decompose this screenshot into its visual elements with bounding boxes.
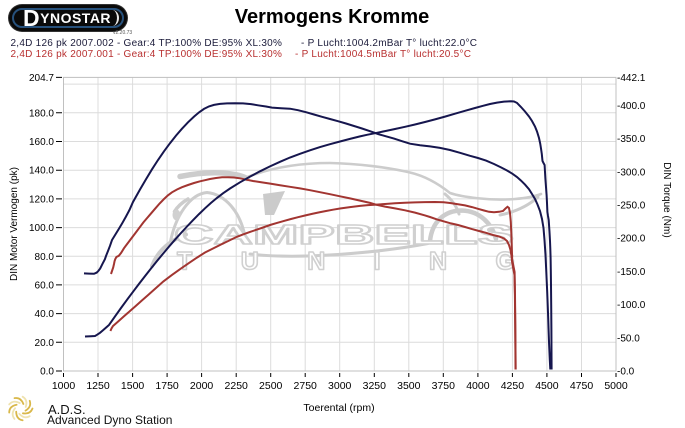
svg-text:4000: 4000 [466,380,490,392]
svg-text:-250.0: -250.0 [617,201,646,212]
svg-text:2750: 2750 [294,380,318,392]
svg-text:3250: 3250 [363,380,387,392]
svg-text:DIN Motor Vermogen (pk): DIN Motor Vermogen (pk) [9,167,20,281]
svg-text:0.0: 0.0 [40,367,54,378]
svg-text:2250: 2250 [225,380,249,392]
svg-text:DIN Torque (Nm): DIN Torque (Nm) [661,162,672,237]
svg-text:4500: 4500 [535,380,559,392]
svg-text:-100.0: -100.0 [617,300,646,311]
svg-text:-442.1: -442.1 [617,73,646,84]
svg-text:60.0: 60.0 [35,280,55,291]
svg-text:204.7: 204.7 [29,73,54,84]
svg-text:5000: 5000 [604,380,628,392]
svg-text:1000: 1000 [52,380,76,392]
svg-text:-0.0: -0.0 [617,367,635,378]
svg-text:Toerental (rpm): Toerental (rpm) [303,402,374,414]
svg-text:180.0: 180.0 [29,108,54,119]
svg-text:4250: 4250 [501,380,525,392]
svg-text:160.0: 160.0 [29,137,54,148]
svg-text:-400.0: -400.0 [617,101,646,112]
svg-text:40.0: 40.0 [35,309,55,320]
svg-text:2500: 2500 [259,380,283,392]
svg-text:-150.0: -150.0 [617,267,646,278]
svg-text:1250: 1250 [86,380,110,392]
svg-text:4750: 4750 [570,380,594,392]
svg-text:TUNING: TUNING [177,248,517,276]
svg-text:2000: 2000 [190,380,214,392]
svg-text:140.0: 140.0 [29,166,54,177]
svg-text:-300.0: -300.0 [617,167,646,178]
svg-text:-350.0: -350.0 [617,134,646,145]
svg-text:1750: 1750 [155,380,179,392]
svg-text:20.0: 20.0 [35,338,55,349]
svg-text:100.0: 100.0 [29,223,54,234]
svg-text:3750: 3750 [432,380,456,392]
svg-text:3500: 3500 [397,380,421,392]
svg-text:120.0: 120.0 [29,194,54,205]
svg-text:80.0: 80.0 [35,252,55,263]
svg-text:-50.0: -50.0 [617,333,640,344]
svg-text:3000: 3000 [328,380,352,392]
svg-text:1500: 1500 [121,380,145,392]
svg-text:-200.0: -200.0 [617,234,646,245]
svg-text:CAMPBELLS: CAMPBELLS [174,219,514,250]
